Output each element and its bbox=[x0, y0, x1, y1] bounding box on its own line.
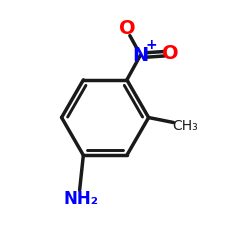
Text: NH₂: NH₂ bbox=[63, 190, 98, 208]
Text: O: O bbox=[162, 44, 179, 63]
Text: CH₃: CH₃ bbox=[172, 119, 198, 133]
Text: +: + bbox=[145, 38, 157, 52]
Text: O: O bbox=[118, 20, 135, 38]
Text: N: N bbox=[132, 46, 149, 64]
